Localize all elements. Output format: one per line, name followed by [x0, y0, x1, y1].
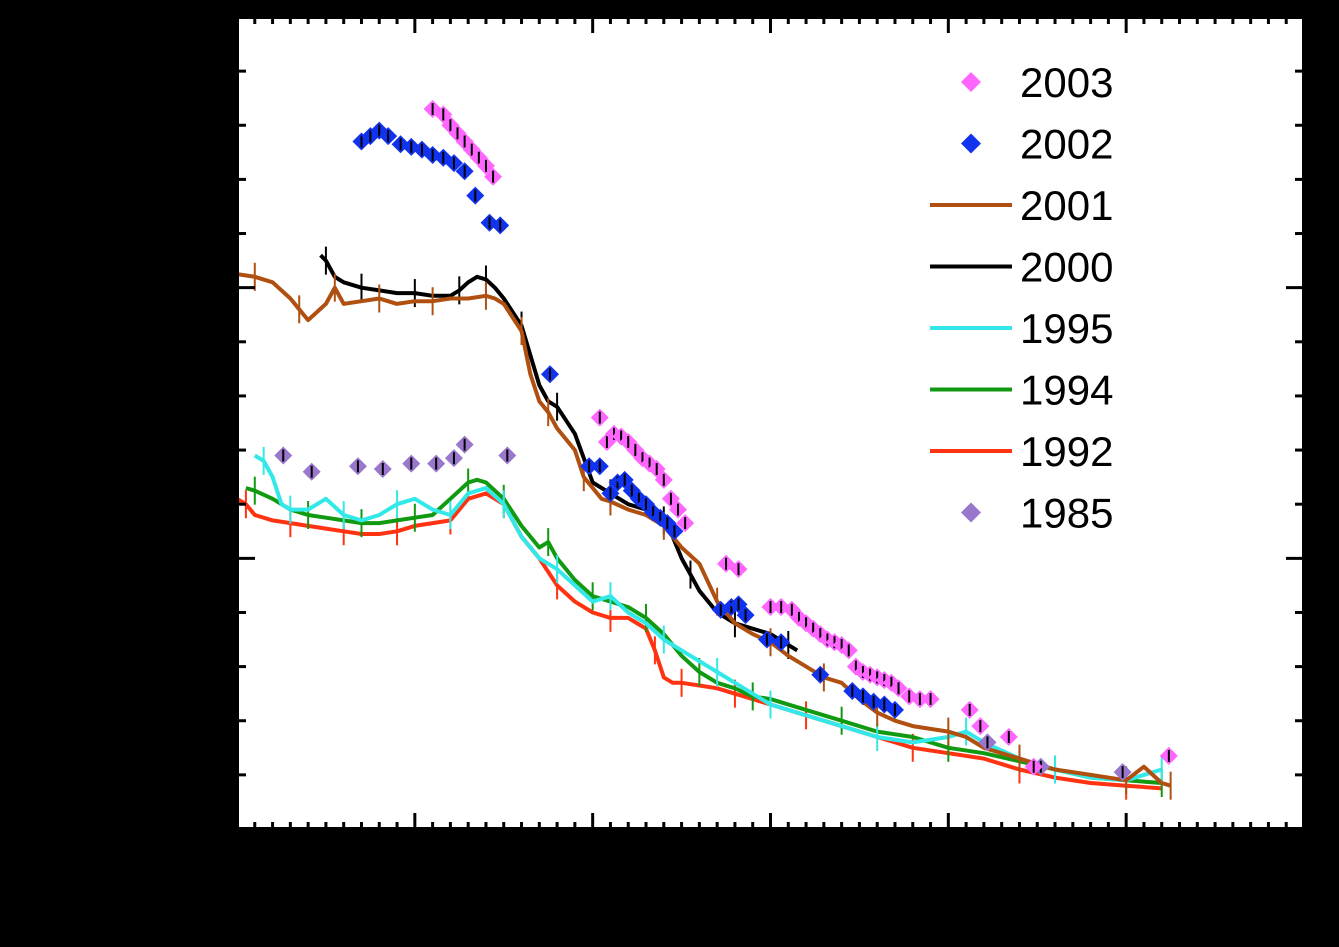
y-tick-labels: 0 5000 10,000 15,000 — [100, 1, 228, 842]
series-line-1994 — [245, 477, 1162, 785]
y-tick-label: 10,000 — [100, 265, 228, 312]
series-line-2001 — [236, 272, 1172, 788]
x-tick-labels: 0 10 20 30 40 50 60 — [225, 836, 1327, 883]
y-tick-label: 5000 — [135, 535, 228, 582]
legend-item-2000: 2000 — [930, 244, 1113, 291]
x-tick-label: 0 — [225, 836, 248, 883]
series-2003 — [423, 100, 1178, 776]
legend-item-2002: 2002 — [961, 121, 1113, 168]
x-tick-label: 60 — [1281, 836, 1328, 883]
legend-label: 2000 — [1020, 244, 1113, 291]
series-1995 — [253, 446, 1163, 784]
x-axis-title: Distance from 92 front (km) — [516, 890, 1025, 937]
series-group — [235, 100, 1178, 800]
legend: 2003 2002 2001 2000 1995 1994 1992 1985 — [930, 59, 1113, 537]
series-1994 — [245, 468, 1163, 797]
legend-label: 2002 — [1020, 121, 1113, 168]
legend-item-1985: 1985 — [961, 490, 1113, 537]
legend-item-1992: 1992 — [930, 428, 1113, 475]
legend-label: 1992 — [1020, 428, 1113, 475]
x-tick-label: 10 — [391, 836, 438, 883]
legend-label: 1994 — [1020, 367, 1113, 414]
x-tick-label: 40 — [925, 836, 972, 883]
legend-marker — [961, 72, 981, 92]
legend-label: 1985 — [1020, 490, 1113, 537]
x-tick-label: 20 — [569, 836, 616, 883]
series-line-1995 — [253, 453, 1163, 783]
legend-marker — [961, 133, 981, 154]
legend-item-2003: 2003 — [961, 59, 1113, 106]
legend-item-2001: 2001 — [930, 182, 1113, 229]
series-line-2000 — [319, 253, 799, 653]
legend-item-1995: 1995 — [930, 305, 1113, 352]
y-tick-label: 15,000 — [100, 1, 228, 48]
x-tick-label: 50 — [1103, 836, 1150, 883]
x-tick-label: 30 — [747, 836, 794, 883]
series-2002 — [352, 121, 904, 719]
legend-item-1994: 1994 — [930, 367, 1113, 414]
legend-label: 1995 — [1020, 305, 1113, 352]
legend-marker — [961, 502, 981, 523]
legend-label: 2003 — [1020, 59, 1113, 106]
ticks-group — [235, 15, 1306, 831]
y-axis-title: Velocity (m/yr) — [12, 290, 59, 556]
legend-label: 2001 — [1020, 182, 1113, 229]
y-tick-label: 0 — [205, 795, 228, 842]
